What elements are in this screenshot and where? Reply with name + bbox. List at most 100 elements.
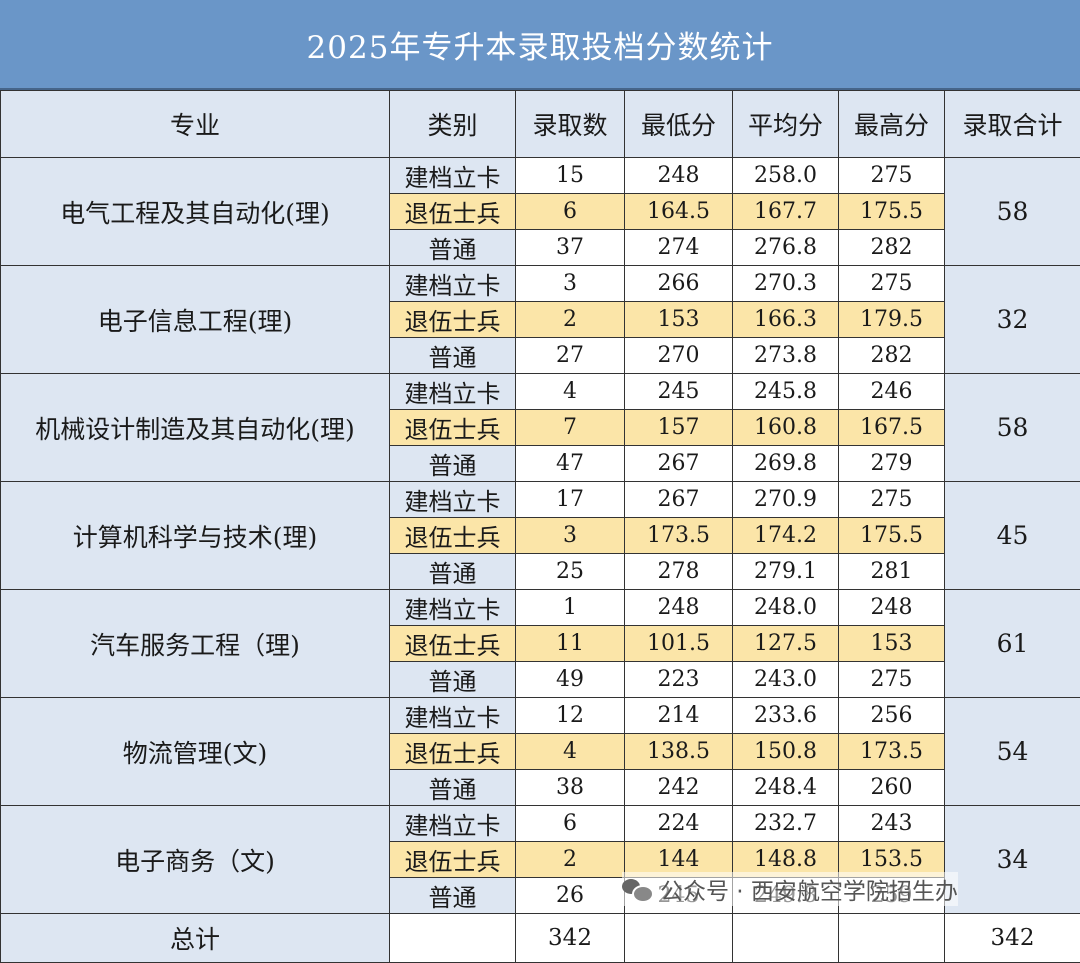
admitted-cell: 4	[516, 374, 625, 410]
min-score-cell: 224	[625, 806, 733, 842]
max-score-cell: 282	[839, 230, 945, 266]
admitted-cell: 27	[516, 338, 625, 374]
max-score-cell: 175.5	[839, 194, 945, 230]
summary-empty-cell	[733, 914, 839, 963]
summary-total: 342	[945, 914, 1080, 963]
category-cell: 普通	[390, 878, 516, 914]
max-score-cell: 175.5	[839, 518, 945, 554]
summary-admitted: 342	[516, 914, 625, 963]
header-admitted: 录取数	[516, 91, 625, 158]
admitted-cell: 15	[516, 158, 625, 194]
category-cell: 普通	[390, 230, 516, 266]
max-score-cell: 256	[839, 698, 945, 734]
category-cell: 退伍士兵	[390, 518, 516, 554]
category-cell: 退伍士兵	[390, 842, 516, 878]
avg-score-cell: 279.1	[733, 554, 839, 590]
min-score-cell: 138.5	[625, 734, 733, 770]
category-cell: 普通	[390, 662, 516, 698]
max-score-cell: 275	[839, 482, 945, 518]
header-major: 专业	[1, 91, 390, 158]
watermark-text: 公众号 · 西安航空学院招生办	[660, 872, 958, 906]
major-name: 汽车服务工程（理)	[1, 590, 390, 698]
max-score-cell: 173.5	[839, 734, 945, 770]
min-score-cell: 270	[625, 338, 733, 374]
admitted-cell: 2	[516, 842, 625, 878]
admitted-cell: 3	[516, 518, 625, 554]
min-score-cell: 214	[625, 698, 733, 734]
category-cell: 建档立卡	[390, 266, 516, 302]
major-name: 物流管理(文)	[1, 698, 390, 806]
category-cell: 建档立卡	[390, 482, 516, 518]
admitted-cell: 26	[516, 878, 625, 914]
avg-score-cell: 270.3	[733, 266, 839, 302]
max-score-cell: 246	[839, 374, 945, 410]
avg-score-cell: 270.9	[733, 482, 839, 518]
avg-score-cell: 233.6	[733, 698, 839, 734]
major-name: 机械设计制造及其自动化(理)	[1, 374, 390, 482]
avg-score-cell: 276.8	[733, 230, 839, 266]
major-total: 58	[945, 374, 1080, 482]
avg-score-cell: 248.0	[733, 590, 839, 626]
category-cell: 退伍士兵	[390, 626, 516, 662]
admitted-cell: 3	[516, 266, 625, 302]
category-cell: 建档立卡	[390, 158, 516, 194]
max-score-cell: 243	[839, 806, 945, 842]
admission-score-table: 专业 类别 录取数 最低分 平均分 最高分 录取合计 电气工程及其自动化(理)建…	[0, 90, 1080, 963]
category-cell: 退伍士兵	[390, 410, 516, 446]
category-cell: 普通	[390, 338, 516, 374]
max-score-cell: 153	[839, 626, 945, 662]
summary-empty-cell	[390, 914, 516, 963]
major-total: 45	[945, 482, 1080, 590]
min-score-cell: 266	[625, 266, 733, 302]
avg-score-cell: 160.8	[733, 410, 839, 446]
category-cell: 退伍士兵	[390, 734, 516, 770]
header-avg-score: 平均分	[733, 91, 839, 158]
avg-score-cell: 174.2	[733, 518, 839, 554]
major-name: 电子信息工程(理)	[1, 266, 390, 374]
summary-label: 总计	[1, 914, 390, 963]
admitted-cell: 6	[516, 194, 625, 230]
min-score-cell: 101.5	[625, 626, 733, 662]
avg-score-cell: 243.0	[733, 662, 839, 698]
major-name: 电气工程及其自动化(理)	[1, 158, 390, 266]
category-cell: 建档立卡	[390, 698, 516, 734]
summary-empty-cell	[839, 914, 945, 963]
major-name: 电子商务（文)	[1, 806, 390, 914]
admitted-cell: 2	[516, 302, 625, 338]
avg-score-cell: 167.7	[733, 194, 839, 230]
wechat-icon	[622, 877, 652, 901]
summary-empty-cell	[625, 914, 733, 963]
min-score-cell: 274	[625, 230, 733, 266]
max-score-cell: 275	[839, 662, 945, 698]
max-score-cell: 281	[839, 554, 945, 590]
max-score-cell: 279	[839, 446, 945, 482]
avg-score-cell: 150.8	[733, 734, 839, 770]
max-score-cell: 282	[839, 338, 945, 374]
header-category: 类别	[390, 91, 516, 158]
admitted-cell: 38	[516, 770, 625, 806]
summary-row: 总计 342 342	[1, 914, 1080, 963]
avg-score-cell: 273.8	[733, 338, 839, 374]
category-cell: 退伍士兵	[390, 194, 516, 230]
min-score-cell: 223	[625, 662, 733, 698]
admitted-cell: 17	[516, 482, 625, 518]
avg-score-cell: 269.8	[733, 446, 839, 482]
avg-score-cell: 127.5	[733, 626, 839, 662]
category-cell: 建档立卡	[390, 590, 516, 626]
min-score-cell: 173.5	[625, 518, 733, 554]
avg-score-cell: 248.4	[733, 770, 839, 806]
major-name: 计算机科学与技术(理)	[1, 482, 390, 590]
avg-score-cell: 245.8	[733, 374, 839, 410]
header-row: 专业 类别 录取数 最低分 平均分 最高分 录取合计	[1, 91, 1080, 158]
major-total: 32	[945, 266, 1080, 374]
avg-score-cell: 166.3	[733, 302, 839, 338]
min-score-cell: 164.5	[625, 194, 733, 230]
admitted-cell: 6	[516, 806, 625, 842]
min-score-cell: 248	[625, 590, 733, 626]
admitted-cell: 11	[516, 626, 625, 662]
